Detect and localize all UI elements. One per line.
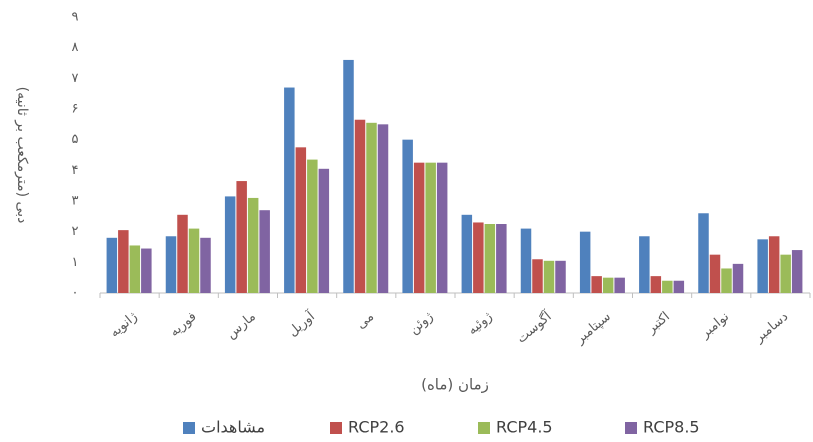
legend-swatch: [183, 422, 195, 434]
y-tick-label: ۲: [72, 224, 79, 239]
bar: [579, 231, 591, 293]
y-tick-label: ۸: [72, 40, 79, 55]
y-tick-label: ۵: [72, 132, 79, 147]
bar: [484, 224, 496, 293]
legend-label: مشاهدات: [201, 418, 265, 437]
bar: [614, 277, 625, 293]
bar: [425, 162, 436, 293]
x-tick-label: سپتامبر: [572, 309, 614, 347]
bar: [413, 162, 425, 293]
legend-swatch: [625, 422, 637, 434]
legend-swatch: [478, 422, 490, 434]
bar: [165, 236, 177, 293]
bar: [473, 222, 484, 293]
x-tick-label: می: [354, 309, 377, 332]
bar: [662, 280, 673, 293]
bar: [732, 263, 744, 293]
bar: [709, 254, 721, 293]
legend-label: RCP8.5: [643, 418, 700, 437]
bar: [343, 59, 354, 293]
bar: [377, 124, 389, 293]
y-tick-label: ۶: [72, 102, 79, 117]
x-tick-label: مارس: [224, 309, 259, 342]
bar: [247, 197, 259, 293]
x-tick-label: نوامبر: [697, 309, 732, 342]
y-tick-label: ۳: [72, 194, 79, 209]
x-tick-label: ژوئیه: [465, 309, 495, 338]
y-tick-label: ۷: [72, 71, 79, 86]
bar: [543, 260, 555, 293]
y-axis-label: دبی (مترمکعب بر ثانیه): [14, 87, 30, 224]
y-tick-label: ۹: [72, 10, 79, 25]
legend-label: RCP2.6: [348, 418, 405, 437]
bar: [307, 159, 318, 293]
y-tick-label: ۰: [72, 286, 79, 301]
bar: [757, 239, 768, 293]
x-tick-label: دسامبر: [751, 309, 791, 346]
bar: [496, 224, 507, 293]
bar: [555, 260, 566, 293]
legend-label: RCP4.5: [496, 418, 553, 437]
bar: [188, 228, 200, 293]
bar: [436, 162, 448, 293]
bar: [532, 259, 543, 293]
bar: [650, 276, 662, 293]
bar: [698, 213, 709, 293]
bar: [200, 237, 211, 293]
bar: [354, 119, 366, 293]
bar: [224, 196, 236, 293]
x-tick-label: آوریل: [284, 307, 319, 340]
legend-swatch: [330, 422, 342, 434]
bar: [520, 228, 532, 293]
bar: [106, 237, 118, 293]
x-tick-label: اکتبر: [643, 309, 672, 337]
bar: [791, 250, 803, 293]
x-tick-label: ژوئن: [407, 309, 437, 337]
bar: [780, 254, 791, 293]
y-tick-label: ۱: [72, 255, 79, 270]
x-axis-label: زمان (ماه): [421, 376, 489, 394]
x-tick-label: آگوست: [513, 307, 556, 347]
bar: [673, 280, 685, 293]
bar: [768, 236, 780, 293]
bar: [177, 214, 188, 293]
bar: [318, 168, 330, 293]
bar: [461, 214, 473, 293]
bar: [141, 248, 152, 293]
bar: [284, 87, 295, 294]
bar: [236, 181, 247, 293]
x-tick-label: فوریه: [167, 309, 199, 340]
x-tick-label: ژانویه: [107, 309, 140, 340]
bar: [259, 210, 270, 293]
bar: [402, 139, 413, 293]
bar: [721, 268, 732, 293]
bar: [118, 230, 129, 293]
bar: [129, 245, 141, 293]
bar: [366, 122, 377, 293]
y-tick-label: ۴: [72, 163, 79, 178]
bar: [639, 236, 650, 293]
bar: [591, 276, 602, 293]
bar: [602, 277, 614, 293]
bar: [295, 147, 307, 293]
